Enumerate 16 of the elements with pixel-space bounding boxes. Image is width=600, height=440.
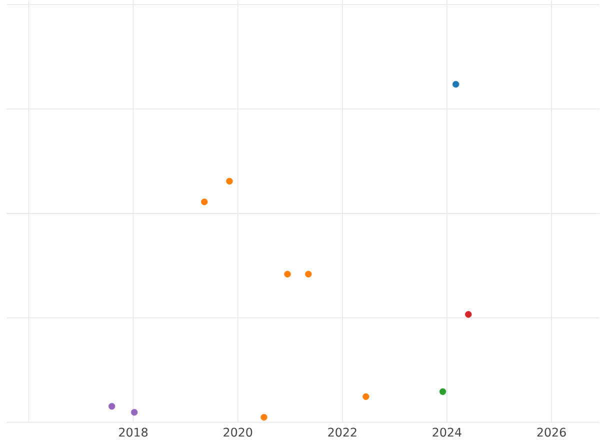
x-tick-label: 2024 <box>432 428 462 437</box>
point <box>260 414 268 421</box>
x-tick-label: 2022 <box>328 428 356 437</box>
point <box>284 270 291 278</box>
point <box>465 311 472 318</box>
point <box>362 393 370 400</box>
point <box>226 178 233 185</box>
point <box>201 198 208 206</box>
x-tick-label: 2026 <box>537 428 566 437</box>
point <box>439 388 446 396</box>
point <box>305 270 312 278</box>
x-tick-label: 2020 <box>224 428 252 437</box>
point <box>108 402 116 410</box>
x-tick-label: 2018 <box>119 428 148 437</box>
point <box>130 408 138 416</box>
point <box>452 80 460 88</box>
